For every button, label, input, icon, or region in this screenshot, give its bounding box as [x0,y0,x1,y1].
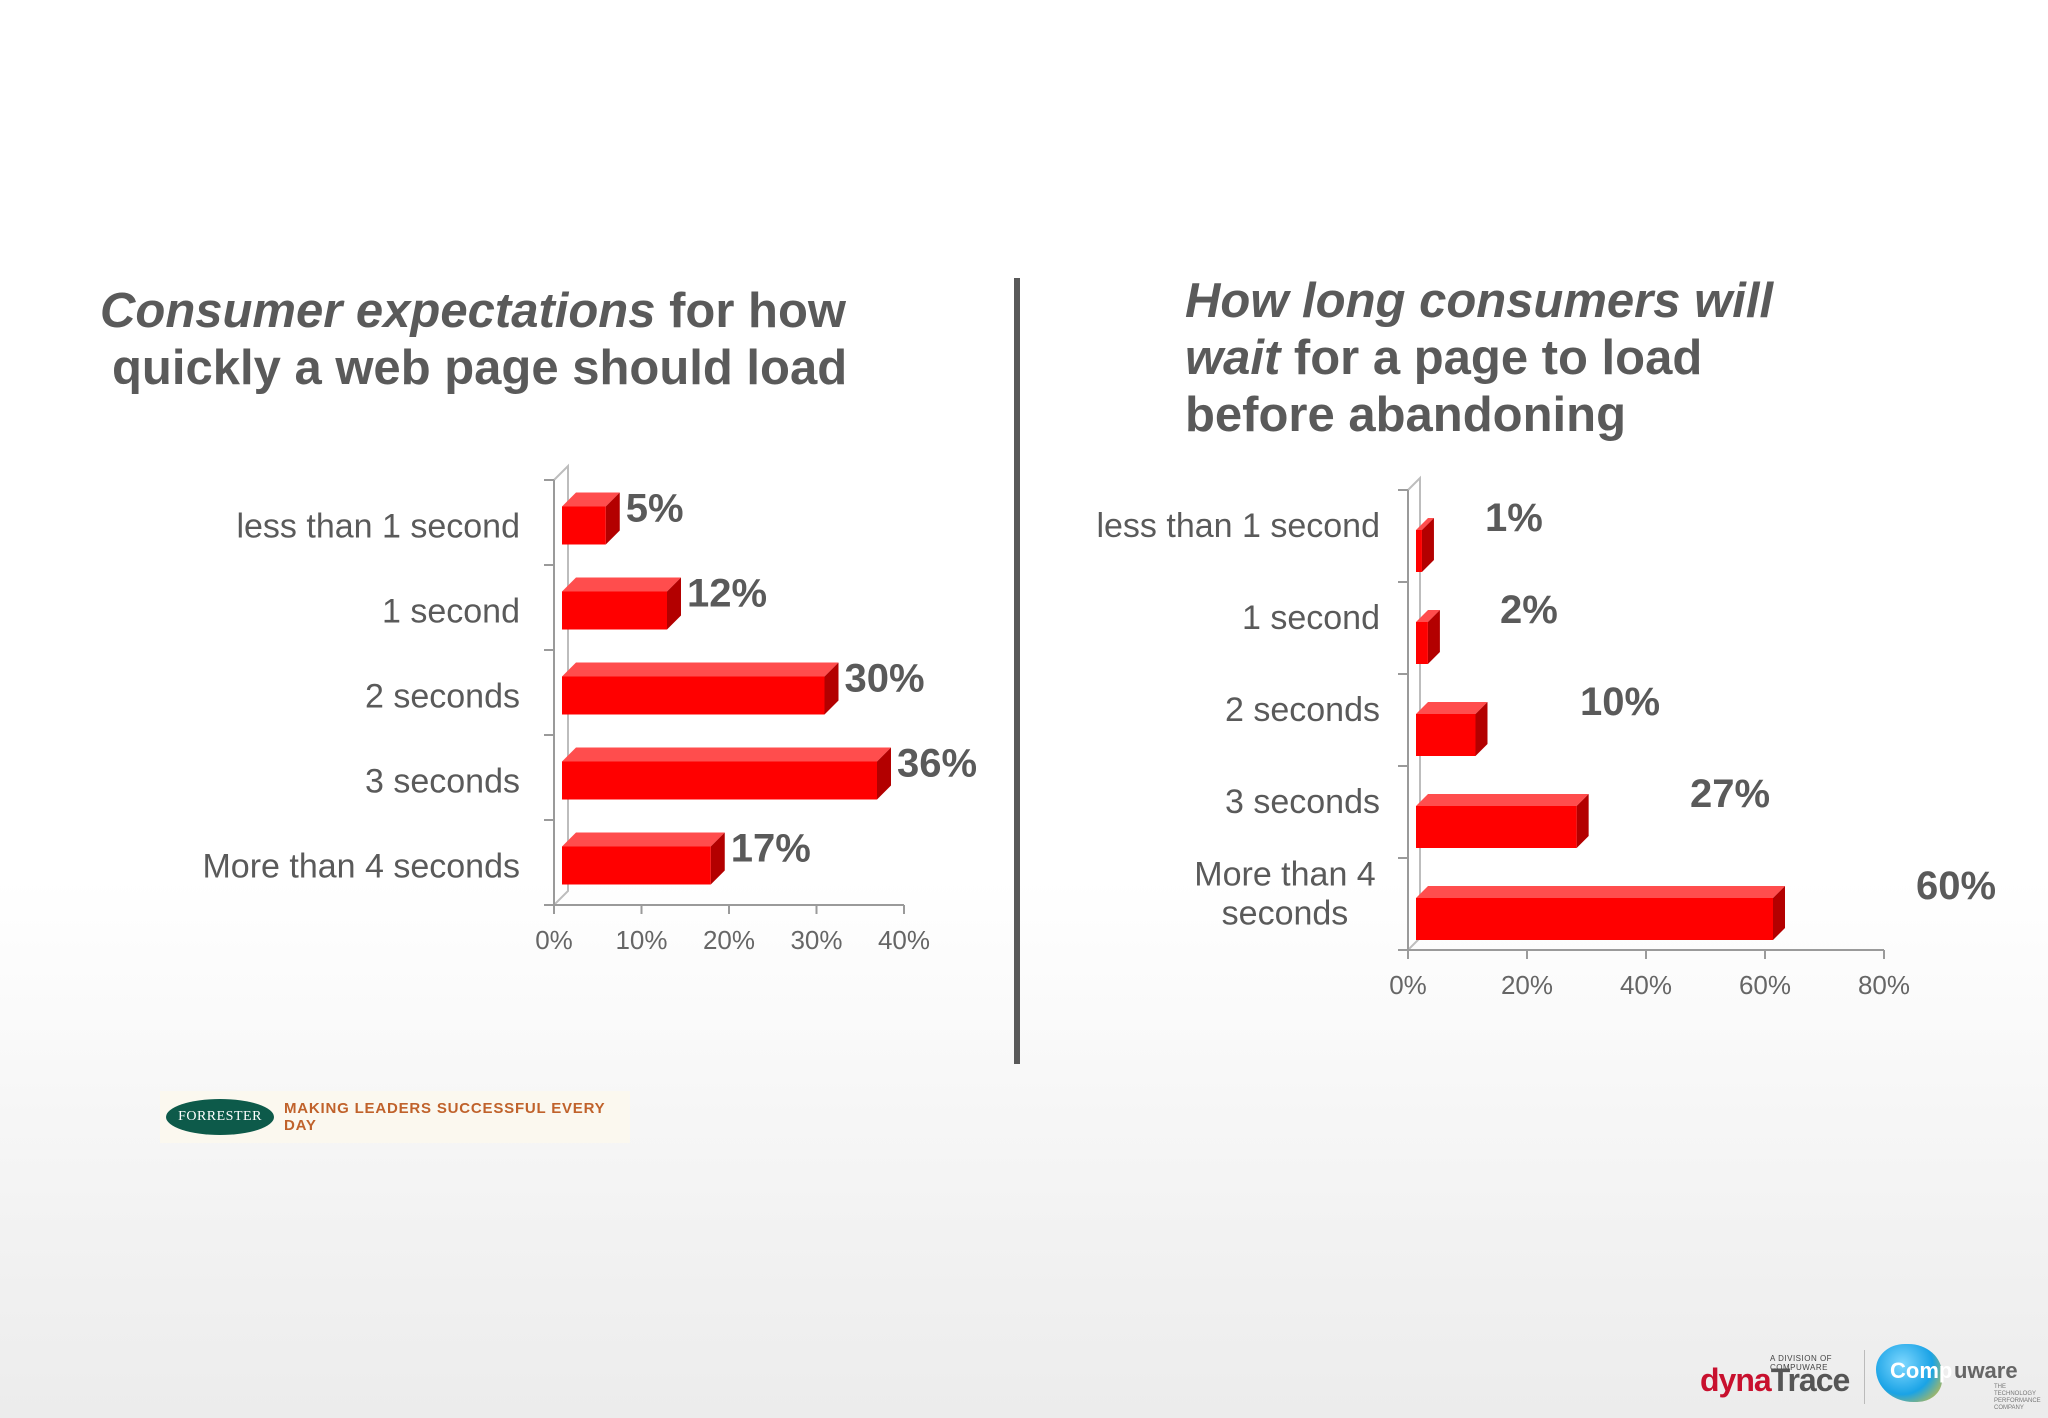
left-bar-chart: 0% 10% 20% 30% 40% less than 1 second 5% 1 seco… [202,463,977,955]
bar-top [1416,518,1434,530]
compuware-tagline: THE TECHNOLOGY PERFORMANCE COMPANY [1994,1384,2041,1411]
x-tick-label: 0% [1389,970,1427,1000]
category-label: More than 4 [1194,856,1375,894]
bar-front [1416,530,1422,572]
x-tick-label: 30% [790,925,842,955]
bar-side [1421,518,1434,572]
x-tick-label: 20% [703,925,755,955]
bar-top [1416,794,1589,806]
bar-side [667,577,681,630]
forrester-logo: FORRESTER MAKING LEADERS SUCCESSFUL EVER… [160,1091,630,1143]
data-label: 27% [1690,772,1770,816]
bar-front [1416,806,1577,848]
bar-front [1416,622,1428,664]
panel-divider [1014,278,1020,1064]
x-tick-label: 40% [1620,970,1672,1000]
bar-front [562,846,711,885]
bar [562,832,725,885]
bar-side [877,747,891,800]
data-label: 30% [845,657,925,701]
bar-top [1416,886,1785,898]
bar-top [562,492,620,507]
bar-top [562,662,839,677]
compuware-logo: Comp uware THE TECHNOLOGY PERFORMANCE CO… [1874,1340,2044,1411]
compuware-blob-icon [1876,1344,1942,1402]
x-tick-label: 80% [1858,970,1910,1000]
bar [562,747,891,800]
bar-front [562,676,825,715]
data-label: 17% [731,827,811,871]
bar-side [1427,610,1440,664]
data-label: 5% [626,487,684,531]
bar-top [562,747,891,762]
category-label: 1 second [1242,599,1380,637]
category-label: 1 second [382,593,520,631]
dynatrace-logo-trace: Trace [1770,1362,1851,1398]
right-bar-chart: 0% 20% 40% 60% 80% less than 1 second 1% 1 seco… [1096,475,1996,1000]
x-tick-label: 40% [878,925,930,955]
bar [1416,886,1785,940]
bar [562,492,620,545]
category-label: 3 seconds [365,763,520,801]
category-label: 2 seconds [1225,691,1380,729]
bar-front [562,506,606,545]
bar-front [562,761,877,800]
left-chart-title: Consumer expectations for how quickly a … [100,283,980,397]
x-tick-label: 20% [1501,970,1553,1000]
bar-top [562,832,725,847]
x-tick-label: 0% [535,925,573,955]
right-chart-title: How long consumers will wait for a page … [1185,273,1985,444]
right-title-emphasis-line1: How long consumers will [1185,274,1774,328]
logo-separator [1864,1350,1865,1404]
category-label: seconds [1222,895,1349,933]
dynatrace-logo-dyna: dyna [1700,1362,1772,1398]
bar [562,577,681,630]
bar-front [1416,714,1476,756]
category-label: less than 1 second [1096,507,1380,545]
data-label: 36% [897,742,977,786]
bar [1416,610,1440,664]
bar-top [1416,610,1440,622]
data-label: 60% [1916,864,1996,908]
left-title-line2: quickly a web page should load [112,341,848,395]
bar-side [1773,886,1785,940]
bar [1416,794,1589,848]
left-title-rest: for how [655,284,847,338]
bar-front [562,591,667,630]
left-title-emphasis: Consumer expectations [100,284,656,338]
category-label: 2 seconds [365,678,520,716]
data-label: 1% [1485,496,1543,540]
dynatrace-division-text: A DIVISION OF COMPUWARE [1770,1354,1833,1372]
bar-side [1576,794,1589,848]
right-title-line3: before abandoning [1185,388,1626,442]
category-label: 3 seconds [1225,783,1380,821]
bar-side [605,492,620,545]
right-title-rest: for a page to load [1280,331,1703,385]
data-label: 10% [1580,680,1660,724]
compuware-logo-comp: Comp [1890,1358,1953,1383]
forrester-tagline: MAKING LEADERS SUCCESSFUL EVERY DAY [283,1100,606,1134]
bar-top [562,577,681,592]
x-tick-label: 60% [1739,970,1791,1000]
bar-side [710,832,725,885]
bar [1416,702,1488,756]
right-title-emphasis-wait: wait [1185,331,1281,385]
bar-side [1475,702,1488,756]
bar [1416,518,1434,572]
category-label: less than 1 second [236,508,520,546]
category-label: More than 4 seconds [202,848,520,886]
data-label: 2% [1500,588,1558,632]
x-tick-label: 10% [615,925,667,955]
bar-side [824,662,839,715]
forrester-oval-logo: FORRESTER [166,1099,274,1135]
bar-top [1416,702,1488,714]
data-label: 12% [687,572,767,616]
dynatrace-logo: A DIVISION OF COMPUWARE dynaTrace [1700,1348,1860,1398]
compuware-logo-uware: uware [1954,1358,2018,1383]
bar [562,662,839,715]
bar-front [1416,898,1773,940]
